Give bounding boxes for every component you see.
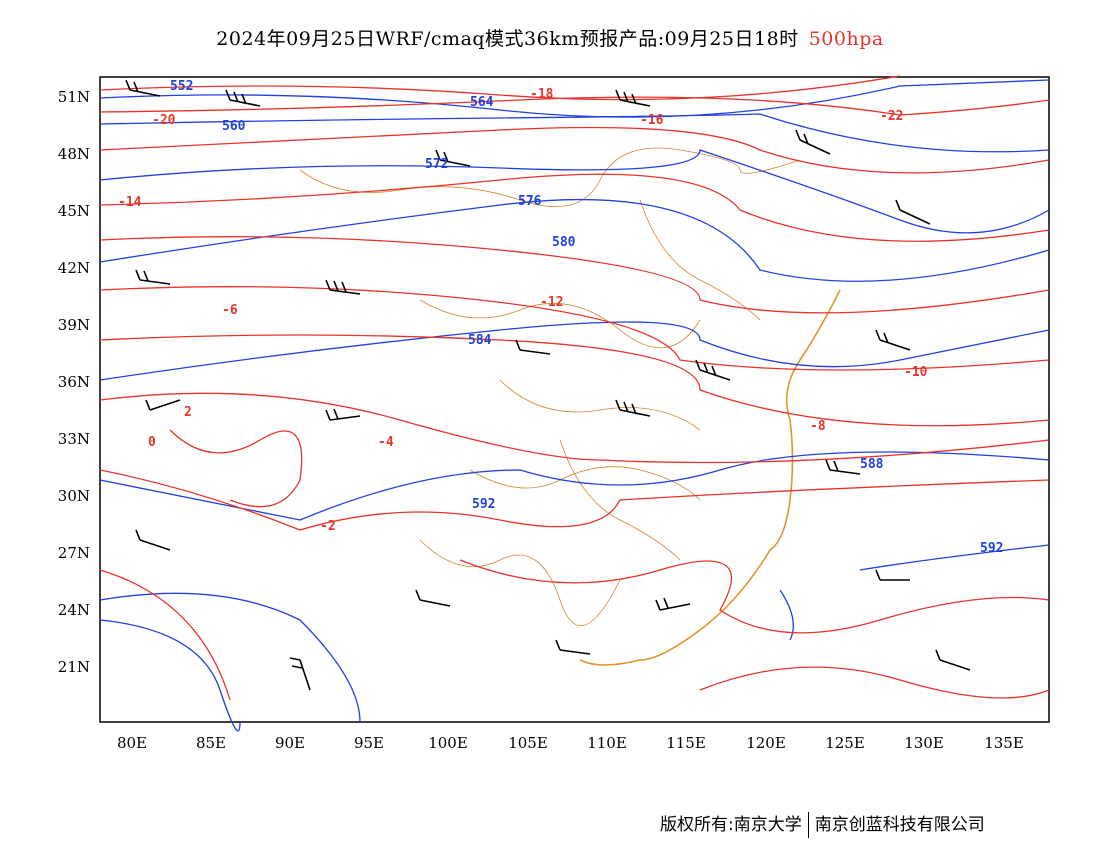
temperature-label: -4 <box>378 435 394 450</box>
lat-tick: 36N <box>58 373 90 391</box>
temperature-label: -22 <box>880 109 903 124</box>
copyright-text: 版权所有:南京大学 <box>660 815 802 835</box>
height-label: 552 <box>170 79 193 94</box>
admin-boundaries <box>299 147 801 627</box>
temperature-label: -18 <box>530 87 554 102</box>
temperature-label: -20 <box>152 113 176 128</box>
lat-tick: 27N <box>58 544 90 562</box>
title-text: 2024年09月25日WRF/cmaq模式36km预报产品:09月25日18时 <box>216 28 799 50</box>
coastline <box>579 289 841 666</box>
lat-tick: 42N <box>58 259 90 277</box>
lon-tick: 110E <box>587 734 627 752</box>
contour-labels: 564 560 572 576 580 584 588 592 592 552 … <box>118 79 1003 556</box>
temperature-contours <box>99 75 1050 701</box>
temperature-label: 2 <box>184 405 192 420</box>
height-label: 584 <box>468 333 492 348</box>
lat-tick: 24N <box>58 601 90 619</box>
lon-tick: 135E <box>984 734 1024 752</box>
lon-tick: 90E <box>275 734 305 752</box>
lon-tick: 130E <box>904 734 944 752</box>
temperature-label: -6 <box>222 303 238 318</box>
map-frame <box>99 76 1050 723</box>
temperature-label: -10 <box>904 365 928 380</box>
height-label: 592 <box>472 497 495 512</box>
lat-tick: 30N <box>58 487 90 505</box>
copyright-footer: 版权所有:南京大学 南京创蓝科技有限公司 <box>660 810 985 838</box>
map-title: 2024年09月25日WRF/cmaq模式36km预报产品:09月25日18时 5… <box>0 24 1100 51</box>
lon-tick: 100E <box>428 734 468 752</box>
lat-tick: 33N <box>58 430 90 448</box>
height-label: 580 <box>552 235 576 250</box>
lon-tick: 115E <box>666 734 706 752</box>
lon-tick: 85E <box>196 734 226 752</box>
height-label: 576 <box>518 194 542 209</box>
lon-tick: 105E <box>508 734 548 752</box>
temperature-label: -16 <box>640 113 664 128</box>
latitude-axis: 51N 48N 45N 42N 39N 36N 33N 30N 27N 24N … <box>58 88 90 676</box>
height-label: 564 <box>470 95 494 110</box>
lat-tick: 45N <box>58 202 90 220</box>
lat-tick: 39N <box>58 316 90 334</box>
lon-tick: 120E <box>746 734 786 752</box>
lat-tick: 51N <box>58 88 90 106</box>
company-name: 南京创蓝科技有限公司 <box>814 815 985 835</box>
temperature-label: 0 <box>148 435 156 450</box>
temperature-label: -2 <box>320 519 336 534</box>
lon-tick: 95E <box>354 734 384 752</box>
wind-barbs <box>125 79 971 691</box>
lon-tick: 125E <box>825 734 865 752</box>
temperature-label: -12 <box>540 295 563 310</box>
height-label: 588 <box>860 457 884 472</box>
longitude-axis: 80E 85E 90E 95E 100E 105E 110E 115E 120E… <box>117 734 1024 752</box>
height-contours <box>99 79 1050 732</box>
pressure-level: 500hpa <box>808 28 884 50</box>
lat-tick: 48N <box>58 145 90 163</box>
temperature-label: -8 <box>810 419 826 434</box>
height-label: 572 <box>425 157 448 172</box>
lat-tick: 21N <box>58 658 90 676</box>
height-label: 592 <box>980 541 1003 556</box>
lon-tick: 80E <box>117 734 147 752</box>
height-label: 560 <box>222 119 246 134</box>
temperature-label: -14 <box>118 195 142 210</box>
footer-divider <box>807 812 809 838</box>
